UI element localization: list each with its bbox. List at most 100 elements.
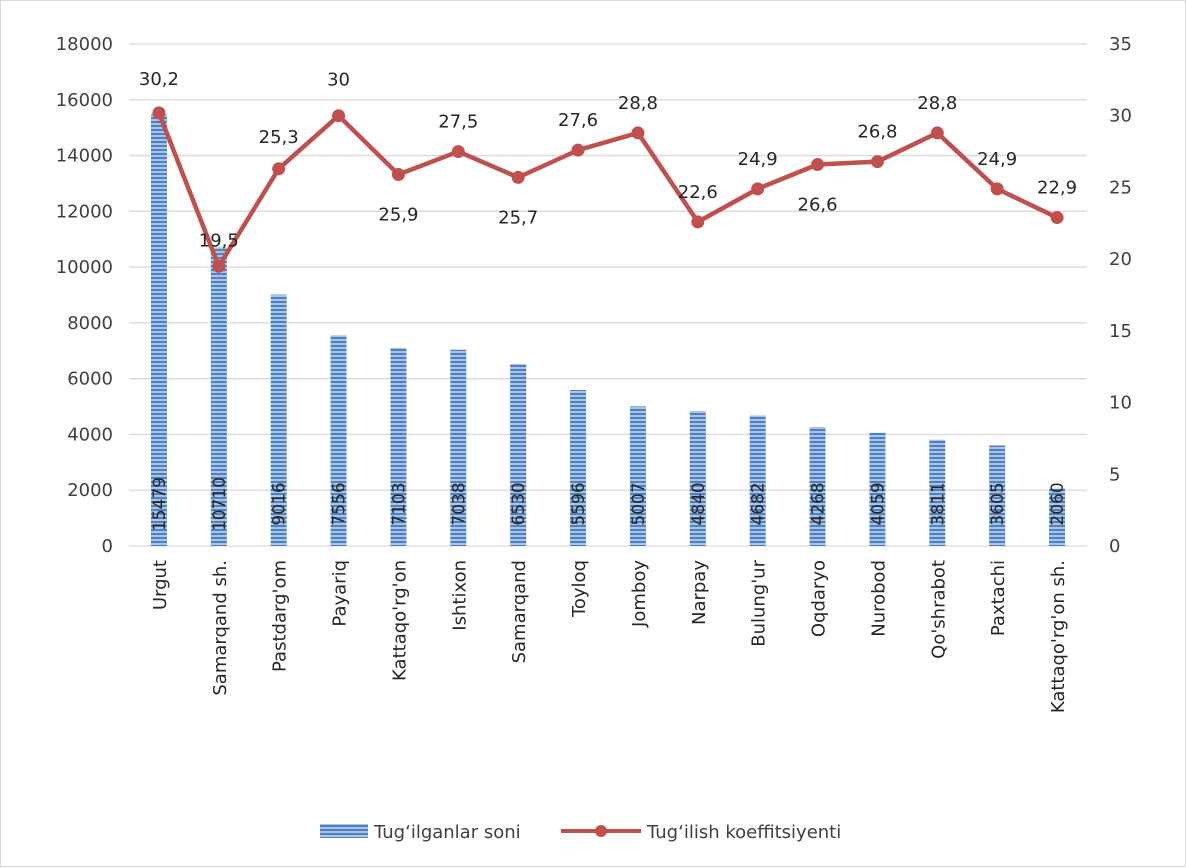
line-data-label: 30,2 (139, 69, 179, 90)
series-line (156, 112, 1059, 269)
bar-data-label: 3811 (928, 482, 948, 525)
line-data-label: 27,6 (558, 110, 598, 131)
left-axis-tick-label: 6000 (67, 369, 113, 390)
legend-line-label: Tug‘ilish koeffitsiyenti (646, 822, 841, 843)
bar-data-label: 5596 (569, 482, 589, 525)
bar-data-label: 4268 (809, 482, 829, 525)
bar (390, 347, 407, 546)
line-point (930, 126, 944, 140)
bar-data-label: 15479 (150, 477, 170, 531)
bar (150, 114, 167, 546)
bar (689, 411, 706, 546)
bar (330, 335, 347, 546)
line-point (990, 182, 1004, 196)
line-point (152, 106, 166, 120)
category-label: Kattaqo'rg'on (389, 560, 410, 681)
legend-bar-label: Tug‘ilganlar soni (373, 822, 521, 843)
line-point (272, 162, 286, 176)
right-axis-tick-label: 35 (1109, 34, 1132, 55)
right-axis-tick-label: 25 (1109, 177, 1132, 198)
bar-data-label: 4840 (689, 482, 709, 525)
right-axis-tick-label: 10 (1109, 393, 1132, 414)
line-data-label: 27,5 (438, 112, 478, 133)
category-label: Bulung'ur (749, 559, 770, 646)
bar (270, 294, 287, 546)
right-axis-tick-label: 5 (1109, 464, 1120, 485)
legend-line-marker (595, 825, 607, 837)
category-label: Narpay (689, 560, 710, 625)
line-point (332, 109, 346, 123)
bar-data-label: 4059 (868, 482, 888, 525)
bar (869, 432, 886, 546)
bar (629, 406, 646, 546)
left-axis-tick-label: 14000 (56, 146, 113, 167)
line-data-label: 24,9 (738, 149, 778, 170)
bar-series (150, 114, 1066, 546)
left-axis-tick-label: 18000 (56, 34, 113, 55)
category-label: Paxtachi (988, 560, 1009, 636)
line-point (631, 126, 645, 140)
right-axis-tick-label: 30 (1109, 106, 1132, 127)
bar (929, 439, 946, 546)
line-point (691, 215, 705, 229)
bar-data-label: 7103 (389, 482, 409, 525)
bar-data-label: 3605 (988, 482, 1008, 525)
left-axis-tick-label: 12000 (56, 201, 113, 222)
category-label: Samarqand (509, 560, 530, 663)
bar (989, 445, 1006, 546)
category-label: Nurobod (868, 560, 889, 637)
right-axis-tick-label: 20 (1109, 249, 1132, 270)
bar (210, 247, 227, 546)
bar-data-label: 6530 (509, 482, 529, 525)
gridlines (129, 43, 1087, 547)
category-label: Payariq (330, 560, 351, 627)
bar-data-label: 10710 (210, 477, 230, 531)
line-point (870, 155, 884, 169)
legend-bar-swatch (320, 824, 368, 838)
line-data-label: 25,7 (498, 207, 538, 228)
line-data-label: 28,8 (917, 93, 957, 114)
line-point (451, 145, 465, 159)
bar-data-label: 7038 (449, 482, 469, 525)
bar-data-label: 2060 (1048, 482, 1068, 525)
line-data-label: 24,9 (977, 149, 1017, 170)
left-axis-tick-label: 2000 (67, 480, 113, 501)
category-label: Qo'shrabot (928, 560, 949, 659)
left-axis-tick-label: 10000 (56, 257, 113, 278)
line-point (811, 157, 825, 171)
left-axis-tick-label: 0 (102, 536, 113, 557)
right-axis-tick-label: 0 (1109, 536, 1120, 557)
line-point (1050, 211, 1064, 225)
left-axis-tick-label: 8000 (67, 313, 113, 334)
line-data-label: 22,9 (1037, 178, 1077, 199)
line-data-label: 25,3 (259, 127, 299, 148)
bar (570, 389, 587, 546)
category-label: Ishtixon (449, 560, 470, 631)
right-axis-tick-label: 15 (1109, 321, 1132, 342)
category-axis-labels: Urgut Samarqand sh. Pastdarg'om Payariq Katt… (150, 559, 1069, 713)
line-data-label: 25,9 (378, 205, 418, 226)
line-data-label: 28,8 (618, 93, 658, 114)
bar (809, 426, 826, 546)
line-point (212, 259, 226, 273)
category-label: Samarqand sh. (210, 560, 231, 696)
bar-data-label: 9016 (270, 482, 290, 525)
line-series (152, 106, 1064, 273)
bar-data-label: 4682 (749, 482, 769, 525)
category-label: Jomboy (629, 560, 650, 628)
line-point (511, 170, 525, 184)
right-axis-ticks: 0 5 10 15 20 25 30 35 (1109, 34, 1132, 557)
bar-data-labels: 15479 10710 9016 7556 7103 7038 6530 5596 5007 48… (150, 477, 1068, 531)
bar (1049, 488, 1066, 546)
line-point (751, 182, 765, 196)
bar-data-label: 5007 (629, 482, 649, 525)
left-axis-ticks: 0 2000 4000 6000 8000 10000 12000 14000 16000 180… (56, 34, 113, 557)
left-axis-tick-label: 16000 (56, 90, 113, 111)
line-data-label: 26,6 (798, 194, 838, 215)
bar (510, 363, 527, 546)
category-label: Oqdaryo (809, 560, 830, 637)
line-point (571, 143, 585, 157)
line-data-label: 30 (327, 70, 350, 91)
